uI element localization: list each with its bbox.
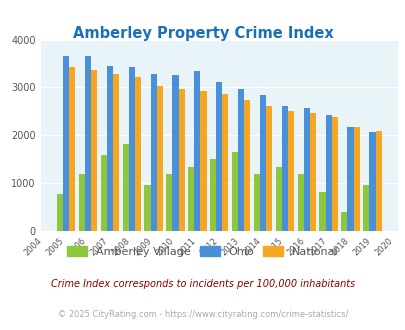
- Bar: [178, 89, 184, 231]
- Bar: [166, 174, 172, 231]
- Bar: [113, 74, 119, 231]
- Bar: [243, 100, 250, 231]
- Legend: Amberley Village, Ohio, National: Amberley Village, Ohio, National: [63, 242, 342, 261]
- Bar: [79, 174, 85, 231]
- Bar: [325, 115, 331, 231]
- Bar: [331, 117, 337, 231]
- Bar: [91, 70, 97, 231]
- Bar: [156, 85, 162, 231]
- Bar: [303, 108, 309, 231]
- Bar: [63, 56, 69, 231]
- Text: Amberley Property Crime Index: Amberley Property Crime Index: [72, 26, 333, 41]
- Bar: [134, 78, 141, 231]
- Bar: [362, 185, 369, 231]
- Bar: [231, 151, 237, 231]
- Bar: [150, 74, 156, 231]
- Bar: [287, 111, 293, 231]
- Bar: [144, 185, 150, 231]
- Bar: [100, 155, 107, 231]
- Bar: [297, 174, 303, 231]
- Bar: [253, 174, 259, 231]
- Bar: [107, 66, 113, 231]
- Bar: [259, 95, 265, 231]
- Bar: [353, 127, 359, 231]
- Bar: [209, 159, 215, 231]
- Bar: [128, 67, 134, 231]
- Bar: [215, 82, 222, 231]
- Bar: [57, 194, 63, 231]
- Bar: [237, 89, 243, 231]
- Bar: [319, 192, 325, 231]
- Bar: [347, 127, 353, 231]
- Bar: [275, 167, 281, 231]
- Bar: [369, 132, 375, 231]
- Text: Crime Index corresponds to incidents per 100,000 inhabitants: Crime Index corresponds to incidents per…: [51, 279, 354, 289]
- Bar: [222, 94, 228, 231]
- Text: © 2025 CityRating.com - https://www.cityrating.com/crime-statistics/: © 2025 CityRating.com - https://www.city…: [58, 310, 347, 319]
- Bar: [281, 106, 287, 231]
- Bar: [265, 106, 271, 231]
- Bar: [375, 130, 381, 231]
- Bar: [69, 67, 75, 231]
- Bar: [309, 113, 315, 231]
- Bar: [341, 212, 347, 231]
- Bar: [172, 75, 178, 231]
- Bar: [188, 167, 194, 231]
- Bar: [122, 144, 128, 231]
- Bar: [200, 91, 206, 231]
- Bar: [85, 56, 91, 231]
- Bar: [194, 71, 200, 231]
